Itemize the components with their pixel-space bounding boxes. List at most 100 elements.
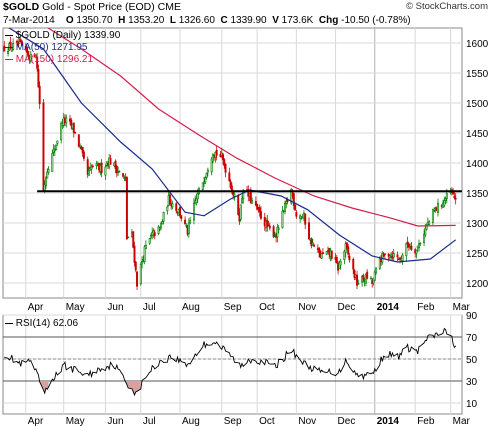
candle-body: [157, 226, 160, 234]
symbol: $GOLD: [3, 1, 40, 13]
open-label: O: [65, 15, 74, 26]
candle-body: [42, 102, 45, 191]
candle-body: [428, 221, 431, 225]
candle-body: [211, 154, 214, 162]
candle-body: [180, 215, 183, 219]
candle-body: [56, 140, 59, 144]
candle-body: [294, 204, 297, 211]
candle-body: [114, 160, 117, 169]
candle-body: [268, 225, 271, 229]
candle-body: [215, 149, 218, 156]
y-tick-label-price: 1250: [466, 249, 489, 260]
candle-body: [205, 172, 208, 178]
candle-body: [132, 231, 135, 248]
candle-body: [424, 227, 427, 236]
candle-body: [267, 224, 270, 227]
legend-ma150-text: MA(150) 1296.21: [15, 54, 94, 65]
high-label: H: [118, 15, 126, 26]
candle-body: [259, 211, 262, 219]
candle-body: [445, 193, 448, 199]
low-value: 1326.60: [178, 15, 215, 26]
y-tick-label-price: 1550: [466, 69, 489, 80]
ma150-line: [47, 28, 456, 227]
candle-body: [325, 251, 328, 255]
candle-body: [134, 261, 137, 271]
candle-body: [168, 194, 171, 205]
candle-body: [148, 238, 151, 244]
candle-body: [65, 117, 68, 123]
candle-body: [192, 203, 195, 221]
candles: [3, 36, 457, 290]
x-tick-label-price: Jul: [143, 302, 156, 313]
candle-body: [352, 258, 355, 270]
exchange: CME: [157, 1, 181, 13]
candle-body: [310, 238, 313, 247]
candle-body: [356, 274, 359, 286]
candle-body: [158, 227, 161, 230]
candle-body: [387, 253, 390, 257]
candle-body: [321, 252, 324, 255]
candle-body: [241, 198, 243, 204]
x-tick-label-price: Jun: [107, 302, 123, 313]
candle-body: [125, 177, 128, 240]
candle-body: [136, 271, 139, 287]
candle-body: [60, 122, 63, 141]
candle-body: [29, 53, 32, 62]
candle-body: [277, 227, 280, 230]
candle-body: [444, 198, 447, 201]
candle-body: [364, 274, 367, 284]
rsi-line: [4, 327, 457, 397]
candle-body: [347, 246, 350, 255]
candle-body: [353, 270, 356, 278]
candle-body: [224, 163, 227, 173]
candle-body: [153, 232, 156, 237]
candle-body: [292, 193, 295, 206]
candle-body: [201, 182, 204, 190]
legend-rsi: RSI(14) 62.06: [5, 318, 78, 329]
candle-body: [82, 151, 85, 159]
candle-body: [406, 241, 409, 245]
candle-body: [247, 189, 250, 197]
candle-body: [91, 165, 94, 168]
x-tick-label-rsi: 2014: [377, 416, 400, 426]
candle-body: [90, 166, 93, 170]
candle-body: [3, 45, 6, 52]
candle-body: [405, 242, 408, 257]
rsi-panel: Apr May Jun Jul Aug Sep Oct Nov Dec 2014 Feb Mar 10 3…: [2, 311, 478, 426]
candle-body: [295, 212, 298, 217]
candle-body: [390, 253, 393, 257]
legend-price-text: $GOLD (Daily) 1339.90: [15, 30, 121, 41]
candle-body: [143, 246, 146, 262]
x-tick-label-rsi: Sep: [224, 416, 242, 426]
candle-body: [139, 263, 142, 285]
candle-body: [434, 207, 437, 209]
open-value: 1350.70: [76, 15, 113, 26]
y-tick-label-price: 1400: [466, 159, 489, 170]
candle-body: [436, 203, 439, 213]
candle-body: [258, 207, 261, 213]
x-tick-label-price: Aug: [182, 302, 200, 313]
candle-body: [144, 244, 147, 249]
candle-body: [308, 222, 310, 240]
price-panel: Apr May Jun Jul Aug Sep Oct Nov Dec 2014 Feb Mar 120…: [2, 27, 489, 313]
legend-rsi-text: RSI(14) 62.06: [15, 318, 79, 329]
x-tick-label-rsi: Oct: [259, 416, 275, 426]
candle-body: [339, 260, 342, 266]
candle-body: [237, 194, 240, 215]
candle-body: [55, 144, 58, 151]
x-tick-label-rsi: Nov: [298, 416, 316, 426]
candle-body: [290, 188, 293, 204]
candle-body: [20, 41, 23, 46]
copyright: © StockCharts.com: [406, 1, 488, 12]
x-tick-label-price: Mar: [453, 302, 471, 313]
candle-body: [160, 223, 163, 228]
candle-body: [357, 283, 360, 285]
candle-body: [454, 197, 457, 200]
y-tick-label-price: 1600: [466, 39, 489, 50]
candle-body: [77, 134, 80, 147]
date: 7-Mar-2014: [3, 15, 55, 26]
candle-body: [133, 245, 136, 263]
candle-body: [313, 244, 316, 247]
candle-body: [330, 250, 333, 259]
